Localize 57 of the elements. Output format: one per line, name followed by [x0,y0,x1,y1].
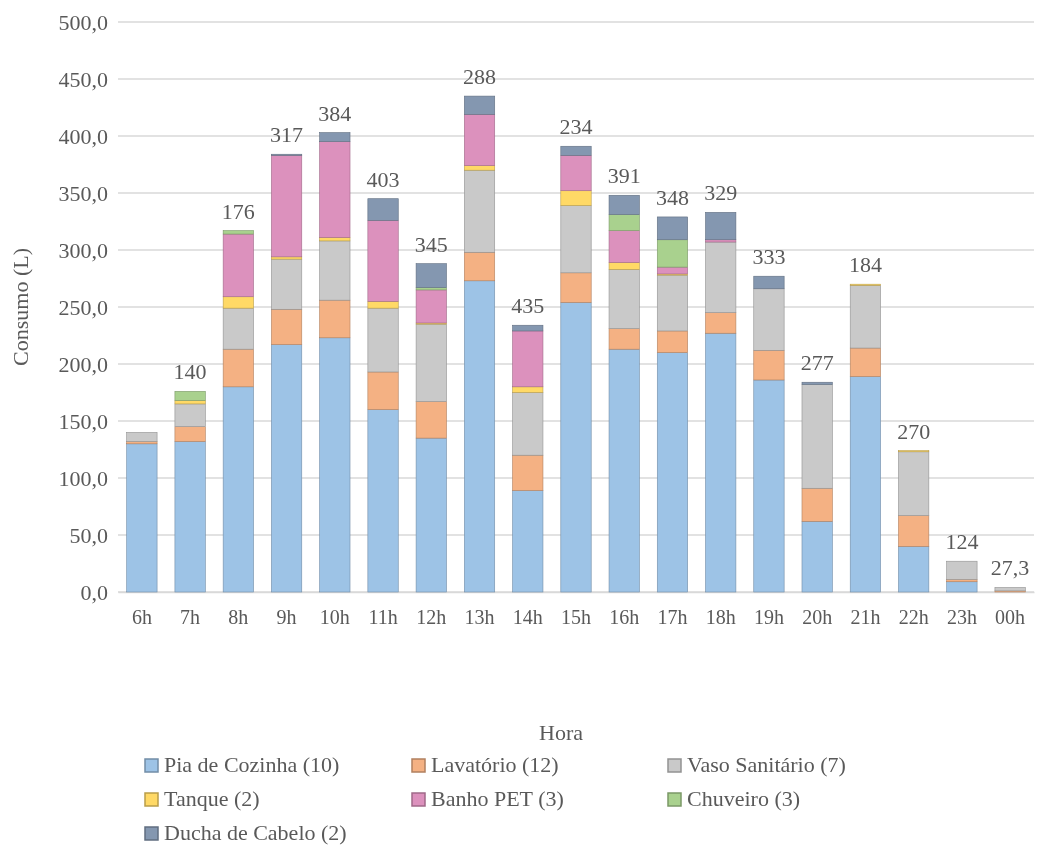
annotation: 333 [752,244,786,270]
legend-label: Tanque (2) [164,786,260,811]
annotation: 435 [511,293,545,319]
legend-label: Chuveiro (3) [687,786,801,811]
legend-label: Pia de Cozinha (10) [164,752,340,777]
annotation: 403 [366,166,400,192]
annotation: 317 [270,122,304,148]
x-tick-label: 21h [850,606,881,629]
annotation: 329 [704,180,738,206]
x-tick-label: 14h [512,606,543,629]
annotation: 288 [463,64,497,90]
x-tick-label: 19h [753,606,784,629]
x-tick-label: 11h [368,606,398,629]
annotation: 384 [318,100,352,126]
x-tick-label: 12h [416,606,447,629]
y-tick-label: 100,0 [58,465,108,491]
x-tick-label: 20h [802,606,833,629]
legend-label: Banho PET (3) [431,786,564,811]
y-tick-label: 450,0 [58,66,108,92]
y-tick-label: 50,0 [69,522,108,548]
x-tick-label: 10h [319,606,350,629]
legend-label: Lavatório (12) [431,752,559,777]
annotation: 234 [559,114,593,140]
x-tick-label: 18h [705,606,736,629]
y-tick-label: 400,0 [58,123,108,149]
annotation: 184 [848,252,882,278]
x-tick-label: 9h [276,606,297,629]
y-tick-label: 300,0 [58,237,108,263]
y-tick-label: 200,0 [58,351,108,377]
annotation: 124 [945,529,979,555]
x-tick-label: 7h [180,606,201,629]
legend-label: Ducha de Cabelo (2) [164,820,347,845]
y-tick-label: 500,0 [58,9,108,35]
x-tick-label: 23h [946,606,977,629]
annotation: 140 [173,359,207,385]
x-tick-label: 15h [561,606,591,629]
annotation: 391 [607,163,641,189]
annotation: 176 [221,198,255,224]
x-tick-label: 16h [609,606,640,629]
y-tick-label: 250,0 [58,294,108,320]
x-tick-label: 8h [228,606,249,629]
y-tick-label: 0,0 [80,579,108,605]
annotation: 270 [897,418,931,444]
x-tick-label: 00h [995,606,1026,629]
y-axis-title: Consumo (L) [8,248,33,366]
annotation: 27,3 [990,555,1030,581]
x-tick-label: 6h [131,606,152,629]
x-axis-title: Hora [539,720,584,745]
x-tick-label: 17h [657,606,688,629]
legend-label: Vaso Sanitário (7) [687,752,846,777]
y-tick-label: 150,0 [58,408,108,434]
x-tick-label: 22h [898,606,929,629]
annotation: 345 [414,231,448,257]
annotation: 277 [800,350,834,376]
y-tick-label: 350,0 [58,180,108,206]
annotation: 348 [655,184,689,210]
x-tick-label: 13h [464,606,495,629]
